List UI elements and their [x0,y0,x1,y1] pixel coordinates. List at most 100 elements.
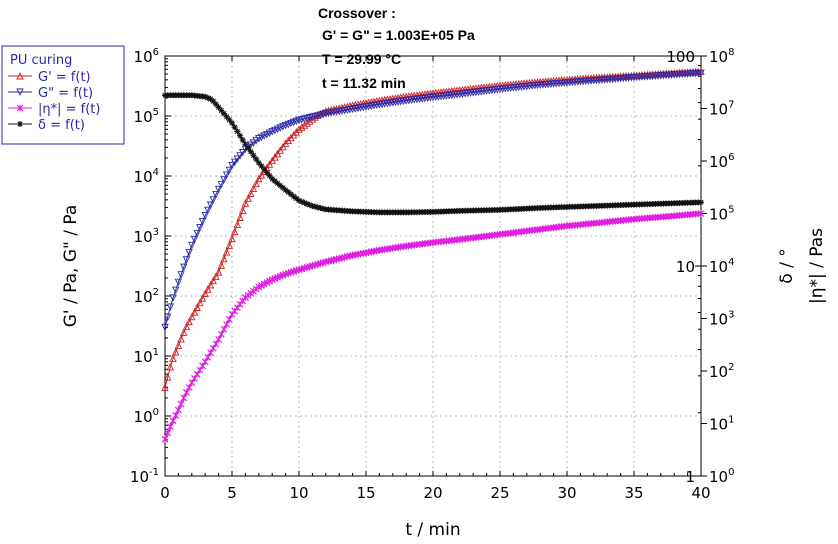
data-point [177,400,185,408]
data-point [237,132,244,139]
data-point [169,294,177,302]
data-point [164,429,172,437]
data-point [217,261,226,269]
data-point [263,169,270,176]
data-point [238,148,247,157]
data-point [222,248,231,256]
data-point [201,289,209,297]
data-point [217,181,226,189]
data-point [171,347,180,356]
data-point [320,205,327,212]
legend-entry[interactable]: δ = f(t) [8,118,85,133]
data-point [698,199,704,206]
data-point [258,163,265,170]
legend-label: δ = f(t) [38,118,85,133]
x-tick-label: 30 [557,484,576,502]
y-eta-tick-label: 103 [709,310,734,329]
data-point [172,412,180,419]
data-point [218,107,225,114]
data-point [266,172,273,179]
data-point [287,191,294,198]
data-point [249,184,258,193]
legend-box [1,45,125,145]
y-eta-axis-label: |η*| / Pas [807,228,827,304]
data-point [166,303,175,311]
data-point [273,149,282,158]
y-left-tick-label: 105 [134,107,159,126]
data-point [220,254,228,263]
data-point [226,116,233,123]
legend-label: |η*| = f(t) [38,102,100,117]
data-point [206,280,215,289]
y-left-axis-ticks: 10-1 100 101 102 103 104 105 106 [130,47,171,486]
data-point [233,155,242,163]
data-point [697,69,705,78]
data-point [163,373,172,381]
data-point [193,303,201,311]
legend-marker [16,88,24,97]
data-point [247,189,255,197]
data-point [312,203,319,210]
y-eta-tick-label: 102 [709,362,734,381]
data-point [201,212,209,220]
legend-entry[interactable]: |η*| = f(t) [8,102,100,117]
data-point [255,174,263,183]
data-point [210,98,217,105]
legend-title: PU curing [10,53,72,68]
data-point [269,175,276,182]
data-point [268,156,276,165]
legend-entry[interactable]: G' = f(t) [8,70,91,85]
data-point [225,166,234,175]
data-point [169,417,177,425]
y-eta-axis-ticks: 100 101 102 103 104 105 106 107 108 [701,47,734,486]
data-point [234,128,241,135]
data-point [209,196,217,204]
y-left-tick-label: 101 [134,347,159,366]
series-group [161,67,705,443]
data-point [190,308,199,316]
y-left-tick-label: 106 [134,47,159,66]
data-point [252,179,260,188]
legend-entry[interactable]: G" = f(t) [8,86,93,101]
data-point [174,341,183,349]
data-point [279,142,287,151]
data-point [271,153,279,161]
data-point [204,206,212,215]
data-point [223,113,230,120]
legend-label: G' = f(t) [38,70,91,85]
data-point [242,141,249,148]
data-point [301,199,308,206]
data-point [282,187,289,194]
data-point [229,119,235,126]
data-point [169,354,177,362]
data-point [198,217,207,226]
data-point [188,312,196,321]
data-point [295,125,303,133]
data-point [174,406,182,414]
data-point [206,201,215,210]
legend[interactable]: PU curing G' = f(t)G" = f(t)|η*| = f(t)δ… [1,45,125,145]
data-point [177,334,185,343]
data-point [697,67,705,76]
data-point [188,241,196,250]
data-point [250,152,257,159]
data-point [244,194,252,202]
data-point [174,278,183,287]
data-point [161,323,169,332]
series-triangle-down [161,69,705,332]
data-point [180,394,188,402]
x-axis-label: t / min [405,520,460,540]
x-axis-ticks: 0 5 10 15 20 25 30 35 40 [160,56,711,502]
data-point [212,272,220,280]
data-point [314,204,321,211]
data-point [317,205,324,212]
data-point [274,180,281,187]
x-tick-label: 15 [356,484,375,502]
data-point [204,285,212,293]
y-left-tick-label: 103 [134,227,159,246]
data-point [309,203,316,210]
data-point [233,220,242,229]
data-point [276,146,284,154]
y-eta-tick-label: 108 [709,47,734,66]
